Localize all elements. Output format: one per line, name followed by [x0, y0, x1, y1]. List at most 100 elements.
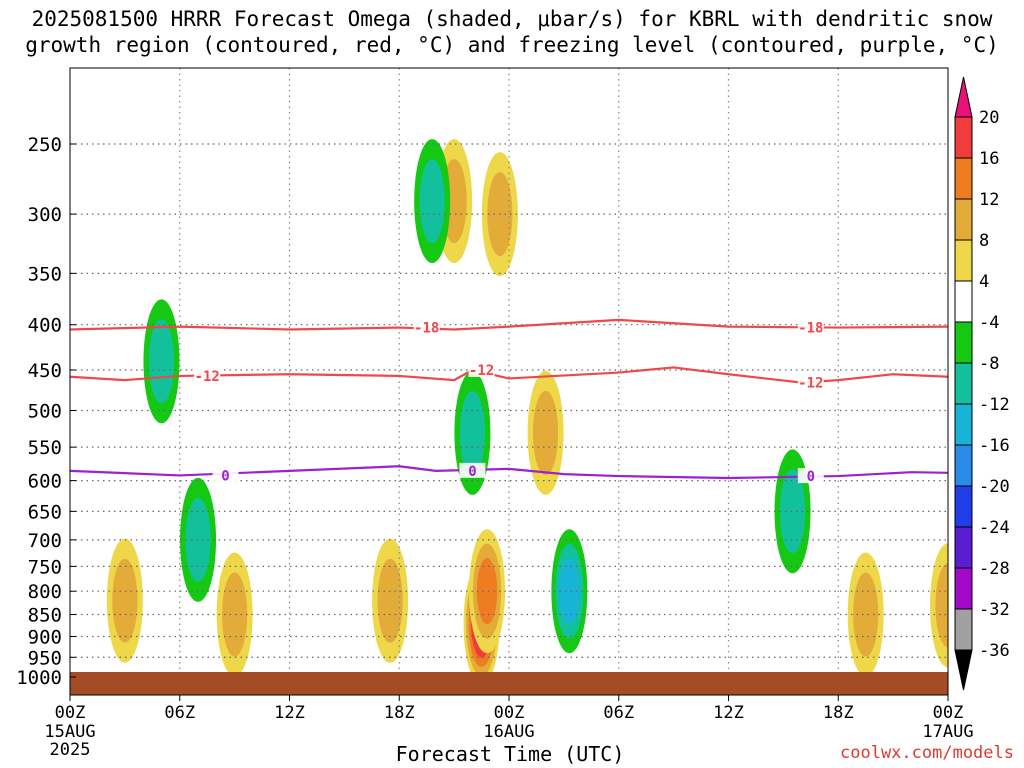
colorbar-label-8: -16 — [979, 436, 1010, 456]
x-axis-label: Forecast Time (UTC) — [395, 742, 625, 766]
omega-feature-7-level-1 — [532, 390, 559, 475]
colorbar-swatch-11 — [954, 526, 973, 569]
omega-feature-9-level-1 — [935, 563, 948, 648]
x-tick-label-8: 00Z — [933, 703, 964, 723]
colorbar-swatch-4 — [954, 239, 973, 282]
y-tick-label-450: 450 — [28, 360, 62, 382]
colorbar-swatch-6 — [954, 321, 973, 364]
chart-title: 2025081500 HRRR Forecast Omega (shaded, … — [0, 6, 1024, 58]
contour-label-bg-0-0 — [413, 319, 440, 335]
omega-feature-0-level-1 — [112, 558, 138, 643]
contour-label-bg-0-1 — [797, 319, 824, 335]
y-tick-label-650: 650 — [28, 501, 62, 523]
y-tick-label-350: 350 — [28, 263, 62, 285]
colorbar-label-0: 20 — [979, 108, 999, 128]
contour-line-0 — [70, 318, 948, 331]
x-tick-label-4: 00Z — [494, 703, 525, 723]
y-tick-label-850: 850 — [28, 605, 62, 627]
colorbar-swatch-7 — [954, 362, 973, 405]
title-line-1: 2025081500 HRRR Forecast Omega (shaded, … — [31, 7, 993, 31]
x-tick-label-0: 00Z — [55, 703, 86, 723]
colorbar-label-5: -4 — [979, 313, 999, 333]
omega-feature-12-level-2 — [559, 558, 580, 625]
credit-link[interactable]: coolwx.com/models — [840, 743, 1014, 763]
contour-label-bg-1-0 — [194, 367, 221, 383]
contour-label-bg-2-2 — [797, 468, 824, 484]
contour-label-bg-1-2 — [797, 374, 824, 390]
colorbar-label-13: -36 — [979, 641, 1010, 661]
colorbar-label-7: -12 — [979, 395, 1010, 415]
colorbar-swatch-2 — [954, 157, 973, 200]
contour-label-bg-2-0 — [212, 467, 239, 483]
y-tick-label-300: 300 — [28, 204, 62, 226]
colorbar-label-1: 16 — [979, 149, 999, 169]
contour-label-bg-2-1 — [459, 462, 486, 478]
x-tick-date-8: 17AUG — [922, 722, 973, 742]
contour-label-0-1: -18 — [798, 321, 823, 337]
omega-feature-8-level-1 — [853, 572, 879, 657]
colorbar-swatch-10 — [954, 485, 973, 528]
omega-feature-13-level-1 — [779, 469, 806, 554]
y-tick-label-800: 800 — [28, 581, 62, 603]
omega-feature-1-level-1 — [222, 572, 248, 657]
title-line-2: growth region (contoured, red, °C) and f… — [25, 33, 999, 57]
y-tick-label-900: 900 — [28, 626, 62, 648]
y-tick-label-400: 400 — [28, 315, 62, 337]
contour-label-2-1: 0 — [468, 464, 476, 480]
x-tick-label-2: 12Z — [274, 703, 305, 723]
contour-lines: -18 -18 -12 -12 -12 0 0 0 — [70, 318, 948, 485]
colorbar-label-12: -32 — [979, 600, 1010, 620]
colorbar-swatch-9 — [954, 444, 973, 487]
x-tick-label-1: 06Z — [164, 703, 195, 723]
colorbar-bottom-arrow — [954, 649, 973, 691]
y-tick-label-550: 550 — [28, 437, 62, 459]
omega-feature-11-level-1 — [459, 390, 486, 475]
colorbar-label-6: -8 — [979, 354, 999, 374]
y-tick-label-1000: 1000 — [16, 667, 62, 689]
ground-layer — [70, 672, 948, 695]
colorbar: 20 16 12 8 4 -4 -8 -12 -16 -20 -24 -28 -32 -36 — [954, 76, 1010, 691]
contour-label-1-2: -12 — [798, 376, 823, 392]
colorbar-label-4: 4 — [979, 272, 989, 292]
omega-feature-2-level-1 — [377, 558, 403, 643]
colorbar-swatch-5 — [954, 280, 973, 323]
omega-shading — [106, 139, 948, 686]
colorbar-label-2: 12 — [979, 190, 999, 210]
y-tick-label-950: 950 — [28, 647, 62, 669]
colorbar-label-11: -28 — [979, 559, 1010, 579]
y-tick-label-250: 250 — [28, 134, 62, 156]
omega-feature-10-level-1 — [419, 159, 445, 244]
y-axis: 2503003504004505005506006507007508008509… — [16, 134, 76, 689]
x-tick-label-7: 18Z — [823, 703, 854, 723]
y-tick-label-600: 600 — [28, 471, 62, 493]
colorbar-swatch-3 — [954, 198, 973, 241]
contour-label-bg-1-1 — [468, 361, 495, 377]
colorbar-swatch-13 — [954, 608, 973, 651]
y-tick-label-750: 750 — [28, 556, 62, 578]
x-tick-label-5: 06Z — [603, 703, 634, 723]
colorbar-swatch-1 — [954, 116, 973, 159]
colorbar-label-9: -20 — [979, 477, 1010, 497]
contour-label-1-1: -12 — [469, 363, 494, 379]
colorbar-label-3: 8 — [979, 231, 989, 251]
y-tick-label-500: 500 — [28, 401, 62, 423]
omega-feature-4-level-2 — [476, 558, 498, 625]
x-tick-date-4: 16AUG — [483, 722, 534, 742]
colorbar-swatch-12 — [954, 567, 973, 610]
y-tick-label-700: 700 — [28, 530, 62, 552]
contour-line-2 — [70, 465, 948, 480]
x-tick-label-3: 18Z — [384, 703, 415, 723]
x-tick-date-0: 15AUG — [44, 722, 95, 742]
omega-feature-15-level-1 — [148, 319, 175, 404]
omega-feature-14-level-1 — [185, 497, 211, 582]
x-tick-label-6: 12Z — [713, 703, 744, 723]
contour-label-0-0: -18 — [414, 321, 439, 337]
contour-label-2-2: 0 — [807, 469, 815, 485]
colorbar-swatch-8 — [954, 403, 973, 446]
colorbar-label-10: -24 — [979, 518, 1010, 538]
colorbar-top-arrow — [954, 76, 973, 118]
x-tick-year-0: 2025 — [50, 740, 91, 760]
contour-label-1-0: -12 — [195, 369, 220, 385]
